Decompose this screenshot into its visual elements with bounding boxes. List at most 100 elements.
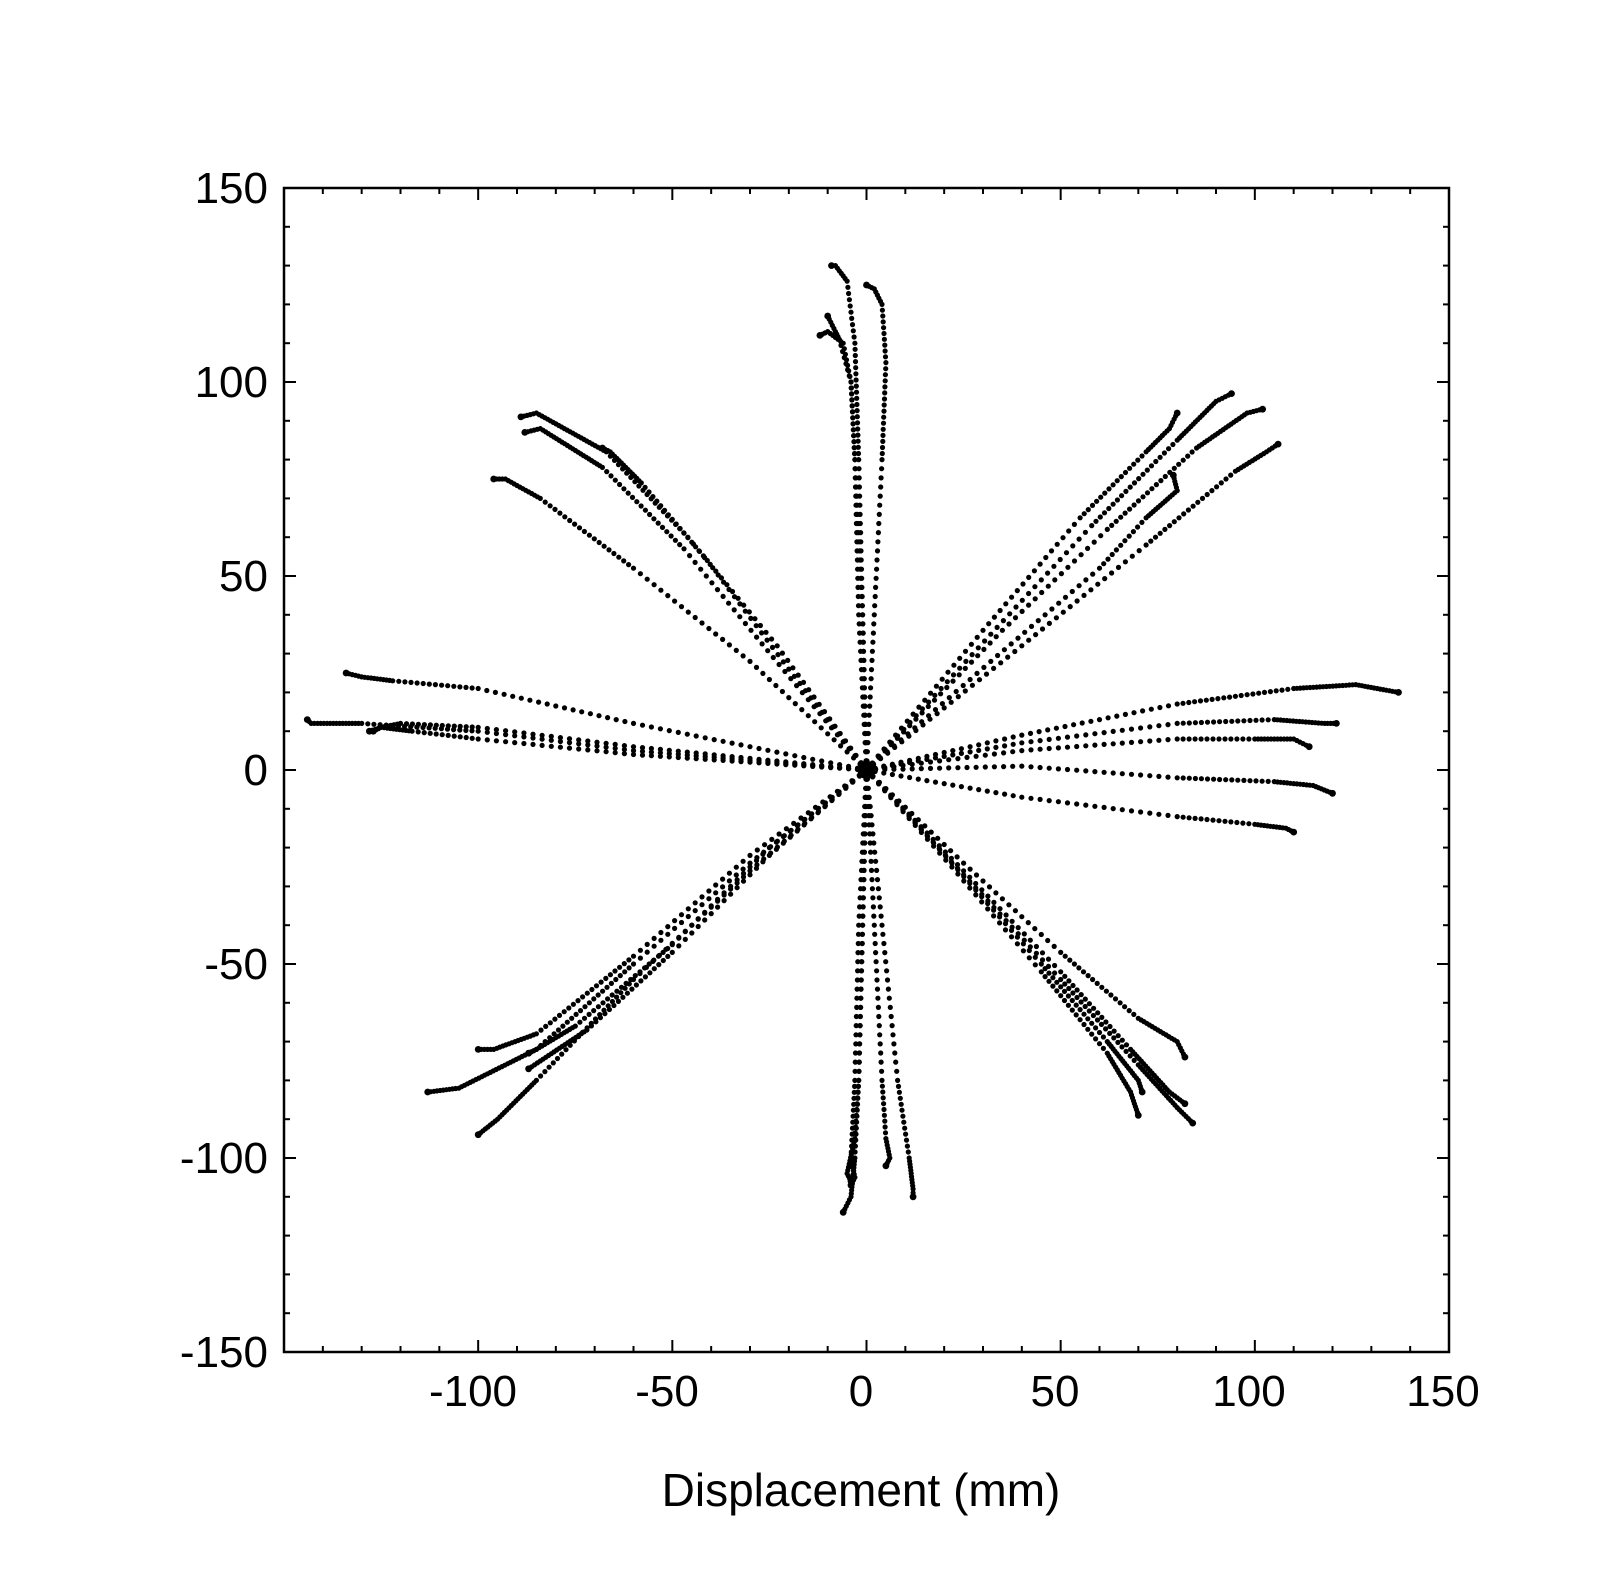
data-point [1005,654,1011,660]
data-point [924,778,930,784]
data-point [863,281,870,289]
data-point [503,728,509,734]
data-point [1115,1039,1121,1045]
data-point [1279,687,1285,693]
data-point [857,502,863,508]
data-point [693,733,699,739]
data-point [944,679,950,685]
data-point [675,754,681,761]
data-point [474,1046,482,1053]
data-point [1131,461,1137,467]
data-point [860,895,866,901]
data-point [501,691,507,697]
data-point [1181,511,1187,517]
data-point [433,731,439,737]
data-point [848,309,854,315]
data-point [706,896,712,902]
data-point [855,438,861,444]
data-point [548,743,554,749]
data-point [895,1083,902,1089]
data-point [879,307,886,313]
data-point [1064,744,1071,750]
data-point [1102,490,1108,496]
data-point [402,679,408,685]
data-point [1065,993,1071,999]
data-point [689,930,695,936]
data-point [902,1125,908,1131]
data-point [647,970,653,976]
data-point [510,693,516,699]
data-point [720,636,726,643]
data-point [795,826,801,832]
data-point [1174,775,1180,781]
data-point [1180,736,1186,742]
data-point [855,450,862,457]
data-point [858,968,865,974]
data-point [1028,747,1034,753]
data-point [721,898,727,904]
data-point [1204,816,1210,823]
data-point [626,965,632,971]
data-point [939,676,945,682]
data-point [1019,914,1025,920]
data-point [557,744,564,750]
data-point [457,734,463,740]
data-point [938,685,944,692]
data-point [984,740,990,746]
data-point [615,998,622,1005]
data-point [1189,449,1195,455]
data-point [905,1149,911,1155]
data-point [503,739,509,745]
data-point [1238,692,1244,699]
data-point [665,924,671,930]
data-point [1166,446,1172,452]
data-point [1218,480,1224,486]
data-point [614,988,620,994]
data-point [900,762,906,769]
data-point [883,959,889,965]
data-point [689,922,695,928]
data-point [976,742,982,748]
data-point [797,680,803,687]
data-point [720,593,726,600]
data-point [942,852,949,858]
data-point [881,1112,888,1118]
data-point [973,764,979,770]
data-point [874,977,880,983]
data-point [961,878,967,884]
data-point [766,676,773,683]
data-point [720,738,726,744]
data-point [1122,538,1128,544]
data-point [860,621,866,627]
data-point [848,379,854,385]
data-point [1094,980,1100,987]
data-point [1095,581,1101,587]
data-point [868,849,874,855]
data-point [979,891,985,898]
data-point [1227,694,1233,700]
data-point [1215,696,1221,702]
data-point [1139,519,1145,526]
data-point [663,946,669,952]
data-point [941,749,947,756]
data-point [854,1101,860,1107]
data-point [643,964,650,971]
data-point [756,745,762,752]
data-point [1107,1023,1113,1030]
data-point [828,763,834,770]
data-point [875,886,882,892]
data-point [1108,992,1114,998]
data-point [692,908,698,914]
data-point [1045,583,1051,589]
data-point [630,565,637,571]
data-point [1010,763,1016,769]
data-point [1192,720,1198,726]
data-point [1055,766,1061,772]
data-point [676,943,682,949]
data-point [596,539,602,546]
data-point [937,850,943,856]
x-tick-label: -50 [635,1367,699,1416]
trajectory-series [863,767,893,1170]
data-point [702,756,708,762]
data-point [867,694,873,700]
